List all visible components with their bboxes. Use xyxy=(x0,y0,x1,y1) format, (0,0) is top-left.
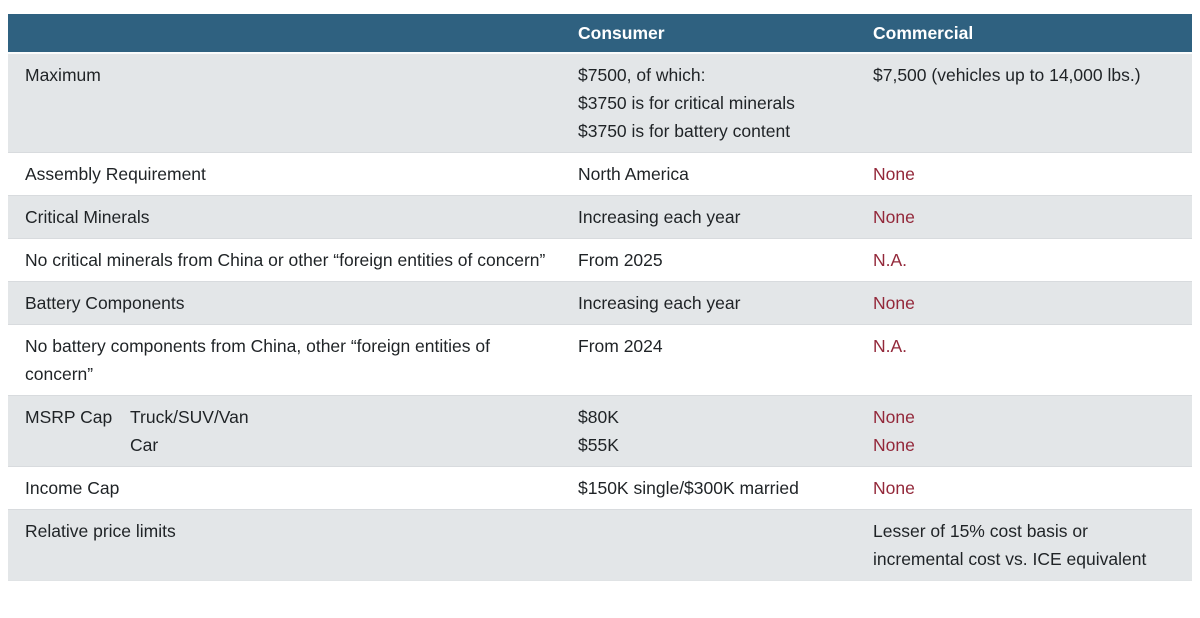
commercial-value: None xyxy=(873,207,915,227)
row-label-cell: Relative price limits xyxy=(8,510,578,580)
consumer-cell: From 2024 xyxy=(578,325,873,395)
consumer-value: $3750 is for battery content xyxy=(578,121,791,141)
table-row: Relative price limits Lesser of 15% cost … xyxy=(8,509,1192,580)
row-label: Assembly Requirement xyxy=(25,164,206,184)
table-row: Battery Components Increasing each year No… xyxy=(8,281,1192,324)
consumer-value: $7500, of which: xyxy=(578,65,706,85)
table-header: Consumer Commercial xyxy=(8,14,1192,54)
table-row: Assembly Requirement North America None xyxy=(8,152,1192,195)
consumer-value: $80K xyxy=(578,407,619,427)
row-label: Battery Components xyxy=(25,293,185,313)
table-row: Income Cap $150K single/$300K married None xyxy=(8,466,1192,509)
commercial-value: None xyxy=(873,164,915,184)
header-cell-consumer: Consumer xyxy=(578,23,665,43)
table-rows: Maximum $7500, of which: $3750 is for crit… xyxy=(8,54,1192,581)
row-label-cell: Battery Components xyxy=(8,282,578,324)
row-label: Critical Minerals xyxy=(25,207,150,227)
consumer-cell: North America xyxy=(578,153,873,195)
commercial-value: incremental cost vs. ICE equivalent xyxy=(873,549,1147,569)
row-label: Maximum xyxy=(25,65,101,85)
commercial-cell: None None xyxy=(873,396,1192,466)
row-label: No critical minerals from China or other… xyxy=(25,250,546,270)
consumer-cell: $150K single/$300K married xyxy=(578,467,873,509)
consumer-value: Increasing each year xyxy=(578,293,741,313)
commercial-value: $7,500 (vehicles up to 14,000 lbs.) xyxy=(873,65,1141,85)
commercial-cell: None xyxy=(873,282,1192,324)
commercial-cell: $7,500 (vehicles up to 14,000 lbs.) xyxy=(873,54,1192,152)
consumer-cell: $7500, of which: $3750 is for critical mi… xyxy=(578,54,873,152)
consumer-cell: From 2025 xyxy=(578,239,873,281)
row-sublabel: Truck/SUV/Van xyxy=(130,407,249,427)
consumer-cell: Increasing each year xyxy=(578,196,873,238)
row-label: MSRP Cap xyxy=(25,407,113,427)
row-sublabels: Truck/SUV/Van Car xyxy=(130,403,548,459)
row-label: Income Cap xyxy=(25,478,120,498)
commercial-cell: None xyxy=(873,467,1192,509)
row-label-cell: No battery components from China, other … xyxy=(8,325,578,395)
consumer-cell: Increasing each year xyxy=(578,282,873,324)
commercial-cell: N.A. xyxy=(873,239,1192,281)
row-label-cell: MSRP Cap Truck/SUV/Van Car xyxy=(8,396,578,466)
table-row: No battery components from China, other … xyxy=(8,324,1192,395)
commercial-cell: None xyxy=(873,196,1192,238)
row-label: No battery components from China, other … xyxy=(25,336,490,384)
commercial-cell: N.A. xyxy=(873,325,1192,395)
table-row: MSRP Cap Truck/SUV/Van Car $80K $55K None None xyxy=(8,395,1192,466)
consumer-cell xyxy=(578,510,873,580)
table-row: Maximum $7500, of which: $3750 is for crit… xyxy=(8,54,1192,152)
consumer-value: $55K xyxy=(578,435,619,455)
comparison-table: Consumer Commercial Maximum $7500, of whi… xyxy=(8,14,1192,581)
consumer-value: $3750 is for critical minerals xyxy=(578,93,795,113)
commercial-value: None xyxy=(873,293,915,313)
row-label-cell: No critical minerals from China or other… xyxy=(8,239,578,281)
row-label: Relative price limits xyxy=(25,521,176,541)
commercial-value: None xyxy=(873,435,915,455)
header-cell-commercial: Commercial xyxy=(873,23,974,43)
row-label-cell: Critical Minerals xyxy=(8,196,578,238)
row-label-cell: Maximum xyxy=(8,54,578,152)
table-row: No critical minerals from China or other… xyxy=(8,238,1192,281)
commercial-value: None xyxy=(873,407,915,427)
consumer-value: Increasing each year xyxy=(578,207,741,227)
commercial-value: Lesser of 15% cost basis or xyxy=(873,521,1088,541)
row-label-cell: Assembly Requirement xyxy=(8,153,578,195)
row-sublabel: Car xyxy=(130,435,159,455)
commercial-value: None xyxy=(873,478,915,498)
commercial-value: N.A. xyxy=(873,336,908,356)
row-label-cell: Income Cap xyxy=(8,467,578,509)
consumer-value: From 2025 xyxy=(578,250,663,270)
commercial-value: N.A. xyxy=(873,250,908,270)
table-row: Critical Minerals Increasing each year Non… xyxy=(8,195,1192,238)
commercial-cell: Lesser of 15% cost basis or incremental c… xyxy=(873,510,1192,580)
consumer-cell: $80K $55K xyxy=(578,396,873,466)
consumer-value: From 2024 xyxy=(578,336,663,356)
consumer-value: North America xyxy=(578,164,689,184)
consumer-value: $150K single/$300K married xyxy=(578,478,799,498)
commercial-cell: None xyxy=(873,153,1192,195)
